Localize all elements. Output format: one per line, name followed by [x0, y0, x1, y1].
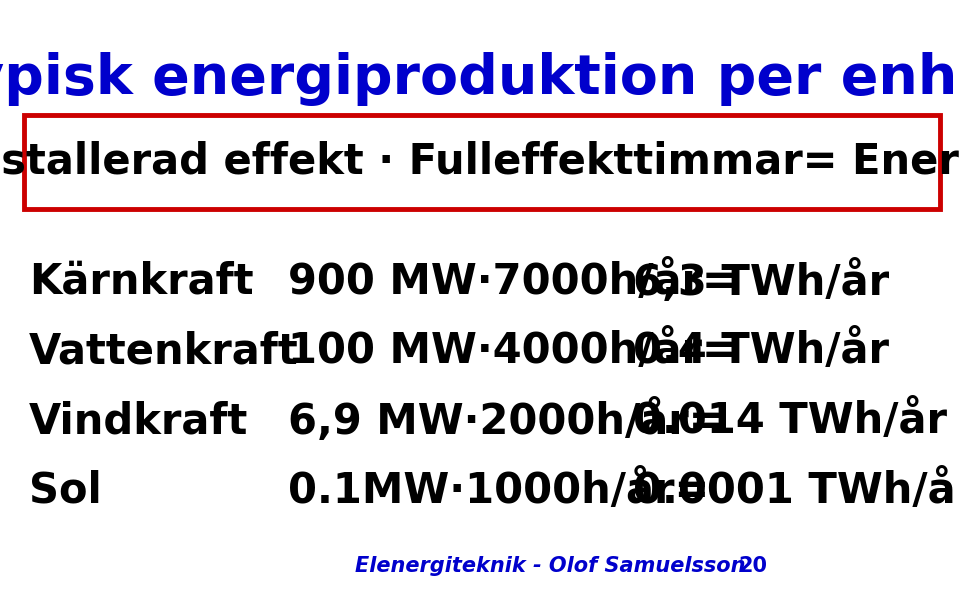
Text: 0.1MW·1000h/år=: 0.1MW·1000h/år=: [288, 470, 709, 512]
Text: 0.4 TWh/år: 0.4 TWh/år: [633, 330, 889, 373]
Text: 6,9 MW·2000h/år=: 6,9 MW·2000h/år=: [288, 399, 723, 443]
Text: Vattenkraft: Vattenkraft: [29, 330, 298, 373]
Text: Typisk energiproduktion per enhet: Typisk energiproduktion per enhet: [0, 52, 959, 105]
Text: 900 MW·7000h/år=: 900 MW·7000h/år=: [288, 261, 737, 303]
Text: 0.0001 TWh/år: 0.0001 TWh/år: [633, 470, 959, 512]
FancyBboxPatch shape: [24, 115, 940, 209]
Text: 6,3 TWh/år: 6,3 TWh/år: [633, 260, 889, 304]
Text: 0.014 TWh/år: 0.014 TWh/år: [633, 400, 947, 442]
Text: 20: 20: [738, 556, 767, 576]
Text: Vindkraft: Vindkraft: [29, 400, 248, 442]
Text: Sol: Sol: [29, 470, 102, 512]
Text: 100 MW·4000h/år=: 100 MW·4000h/år=: [288, 330, 737, 373]
Text: Kärnkraft: Kärnkraft: [29, 261, 253, 303]
Text: Elenergiteknik - Olof Samuelsson: Elenergiteknik - Olof Samuelsson: [355, 556, 745, 576]
Text: Installerad effekt · Fulleffekttimmar= Energi: Installerad effekt · Fulleffekttimmar= E…: [0, 141, 959, 183]
